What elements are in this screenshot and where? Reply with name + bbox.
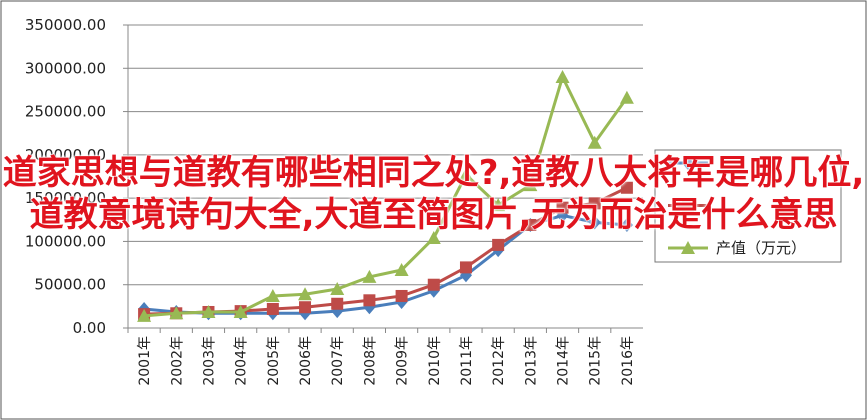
y-tick-label: 100000.00 (25, 232, 106, 250)
x-tick-label: 2012年 (491, 336, 507, 386)
point (363, 294, 376, 307)
point (298, 287, 313, 301)
y-tick-label: 350000.00 (25, 16, 106, 34)
y-tick-label: 50000.00 (34, 276, 106, 294)
x-tick-label: 2003年 (201, 336, 217, 386)
overlay-title: 道家思想与道教有哪些相同之处?,道教八大将军是哪几位,道教意境诗句大全,大道至简… (2, 153, 865, 236)
y-tick-label: 250000.00 (25, 103, 106, 121)
y-tick-label: 200000.00 (25, 146, 106, 164)
point (682, 199, 694, 212)
x-tick-label: 2016年 (620, 336, 636, 386)
point (681, 241, 695, 254)
point (588, 215, 601, 230)
point (362, 269, 377, 283)
y-tick-label: 0.00 (73, 319, 106, 337)
point (265, 288, 280, 302)
x-tick-label: 2011年 (459, 336, 475, 386)
point (555, 69, 570, 83)
line (143, 72, 629, 318)
point (619, 90, 634, 104)
point (620, 181, 633, 194)
legend-label: 产值（万元） (716, 239, 806, 257)
point (330, 282, 345, 296)
x-tick-label: 2006年 (298, 336, 314, 386)
point (299, 301, 312, 314)
x-tick-label: 2005年 (266, 336, 282, 386)
point (201, 304, 216, 318)
point (524, 218, 537, 231)
point (266, 302, 279, 315)
x-tick-label: 2007年 (330, 336, 346, 386)
x-tick-label: 2013年 (523, 336, 539, 386)
point (394, 262, 409, 276)
x-tick-label: 2010年 (427, 336, 443, 386)
point (492, 238, 505, 251)
x-tick-label: 2009年 (395, 336, 411, 386)
point (395, 289, 408, 302)
point (588, 197, 601, 210)
y-tick-label: 300000.00 (25, 59, 106, 77)
x-tick-label: 2002年 (169, 336, 185, 386)
y-tick-label: 150000.00 (25, 189, 106, 207)
point (620, 217, 633, 232)
point (458, 167, 473, 181)
point (137, 308, 152, 322)
point (587, 135, 602, 149)
point (523, 178, 538, 192)
point (169, 306, 184, 320)
x-tick-label: 2014年 (556, 336, 572, 386)
point (233, 304, 248, 318)
x-tick-label: 2008年 (362, 336, 378, 386)
point (427, 278, 440, 291)
x-tick-label: 2015年 (588, 336, 604, 386)
point (459, 261, 472, 274)
point (491, 198, 506, 212)
point (682, 156, 694, 170)
x-tick-label: 2001年 (137, 336, 153, 386)
point (331, 297, 344, 310)
point (426, 230, 441, 244)
point (556, 201, 569, 214)
x-tick-label: 2004年 (234, 336, 250, 386)
